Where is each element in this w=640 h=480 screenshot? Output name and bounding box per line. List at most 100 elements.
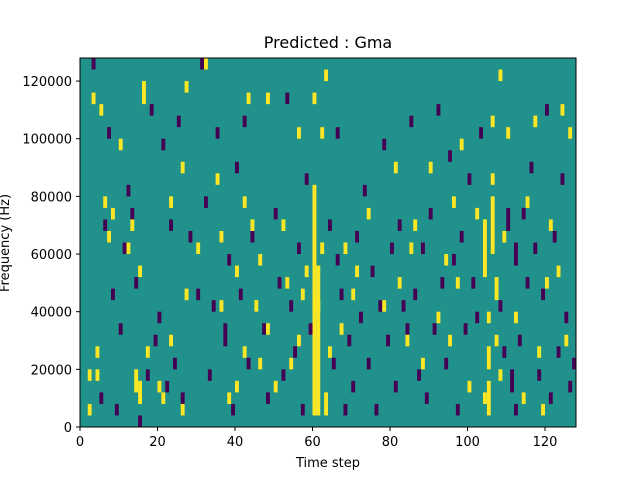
heatmap-cell-high <box>312 92 317 105</box>
heatmap-cell-low <box>289 300 294 312</box>
y-tick-label: 120000 <box>22 75 72 90</box>
heatmap-cell-high <box>87 403 92 416</box>
heatmap-cell-low <box>564 311 569 324</box>
heatmap-cell-low <box>452 254 456 266</box>
heatmap-cell-low <box>436 104 441 116</box>
heatmap-cell-high <box>235 265 239 278</box>
heatmap-cell-low <box>370 265 375 278</box>
heatmap-cell-high <box>490 115 495 128</box>
heatmap-cell-high <box>316 265 321 416</box>
heatmap-cell-low <box>180 392 185 404</box>
heatmap-cell-high <box>180 161 185 174</box>
heatmap-cell-high <box>506 127 511 139</box>
heatmap-cell-low <box>118 323 123 335</box>
heatmap-cell-low <box>126 184 131 197</box>
heatmap-cell-high <box>382 300 387 312</box>
heatmap-cell-low <box>99 392 104 404</box>
heatmap-cell-low <box>498 300 503 312</box>
heatmap-cell-low <box>355 230 359 243</box>
heatmap-cell-low <box>262 323 266 335</box>
x-axis: 0 20 40 60 80 100 120 <box>76 427 558 450</box>
heatmap-cell-high <box>328 346 332 358</box>
y-tick-label: 0 <box>64 421 72 436</box>
heatmap-cell-high <box>355 265 359 278</box>
heatmap-cell-high <box>91 92 96 105</box>
heatmap-cell-low <box>506 207 511 231</box>
heatmap-cell-high <box>87 369 92 381</box>
x-tick-label: 120 <box>533 435 558 450</box>
heatmap-cell-high <box>486 380 491 416</box>
heatmap-cell-high <box>320 242 325 255</box>
heatmap-cell-high <box>366 207 371 220</box>
heatmap-cell-low <box>548 392 553 404</box>
heatmap-cell-high <box>545 277 549 289</box>
heatmap-cell-low <box>207 369 212 381</box>
heatmap-cell-high <box>486 311 491 324</box>
heatmap-cell-low <box>293 346 297 358</box>
heatmap-cell-low <box>111 288 115 301</box>
heatmap-cell-high <box>490 196 495 255</box>
heatmap-cell-low <box>328 219 332 231</box>
y-axis: 0 20000 40000 60000 80000 100000 120000 <box>22 75 80 436</box>
heatmap-cell-high <box>219 230 224 243</box>
y-axis-title: Frequency (Hz) <box>0 194 13 292</box>
x-axis-title: Time step <box>295 456 360 471</box>
heatmap-cell-high <box>266 92 270 105</box>
heatmap-cell-low <box>359 311 363 324</box>
heatmap-cell-low <box>266 392 270 404</box>
heatmap-cell-high <box>297 127 301 139</box>
heatmap-cell-low <box>304 173 309 185</box>
heatmap-cell-low <box>277 277 282 289</box>
heatmap-cell-low <box>432 323 437 335</box>
heatmap-cell-high <box>304 265 309 278</box>
heatmap-cell-low <box>514 403 518 416</box>
heatmap-cell-high <box>215 173 220 185</box>
heatmap-cell-low <box>421 242 425 255</box>
heatmap-cell-high <box>285 277 290 289</box>
heatmap-cell-high <box>134 369 139 393</box>
heatmap-cell-high <box>161 392 166 404</box>
heatmap-cell-low <box>339 288 344 301</box>
heatmap-cell-low <box>200 58 204 70</box>
heatmap-cell-high <box>111 207 115 220</box>
plot-frame <box>79 57 577 428</box>
heatmap-cells <box>87 58 576 427</box>
heatmap-cell-low <box>529 161 534 174</box>
heatmap-cell-high <box>204 58 208 70</box>
heatmap-cell-high <box>103 196 108 208</box>
heatmap-cell-high <box>409 242 414 255</box>
heatmap-cell-high <box>339 323 344 335</box>
heatmap-cell-high <box>184 81 189 93</box>
heatmap-cell-low <box>568 380 573 393</box>
heatmap-cell-high <box>486 346 491 370</box>
heatmap-cell-high <box>436 311 441 324</box>
heatmap-cell-low <box>440 277 445 289</box>
heatmap-cell-low <box>273 207 278 220</box>
heatmap-cell-high <box>138 380 142 404</box>
heatmap-cell-high <box>548 219 553 231</box>
heatmap-cell-high <box>564 334 569 347</box>
heatmap-cell-low <box>560 173 565 185</box>
heatmap-cell-high <box>297 334 301 347</box>
heatmap-cell-high <box>498 69 503 82</box>
chart-title: Predicted : Gma <box>264 33 392 52</box>
heatmap-cell-high <box>428 161 433 174</box>
heatmap-cell-low <box>475 311 480 324</box>
heatmap-cell-low <box>545 104 549 116</box>
heatmap-cell-low <box>463 323 468 335</box>
heatmap-cell-low <box>297 242 301 255</box>
heatmap-cell-high <box>254 300 259 312</box>
heatmap-cell-high <box>324 69 328 82</box>
y-tick-label: 80000 <box>31 190 72 205</box>
heatmap-cell-high <box>324 392 328 416</box>
x-tick-label: 40 <box>227 435 244 450</box>
heatmap-cell-low <box>417 369 421 381</box>
heatmap-cell-high <box>455 277 460 289</box>
y-tick-label: 20000 <box>31 363 72 378</box>
heatmap-cell-high <box>266 323 270 335</box>
heatmap-cell-high <box>99 104 104 116</box>
heatmap-cell-high <box>483 392 487 404</box>
heatmap-cell-low <box>149 104 154 116</box>
heatmap-cell-low <box>157 311 162 324</box>
